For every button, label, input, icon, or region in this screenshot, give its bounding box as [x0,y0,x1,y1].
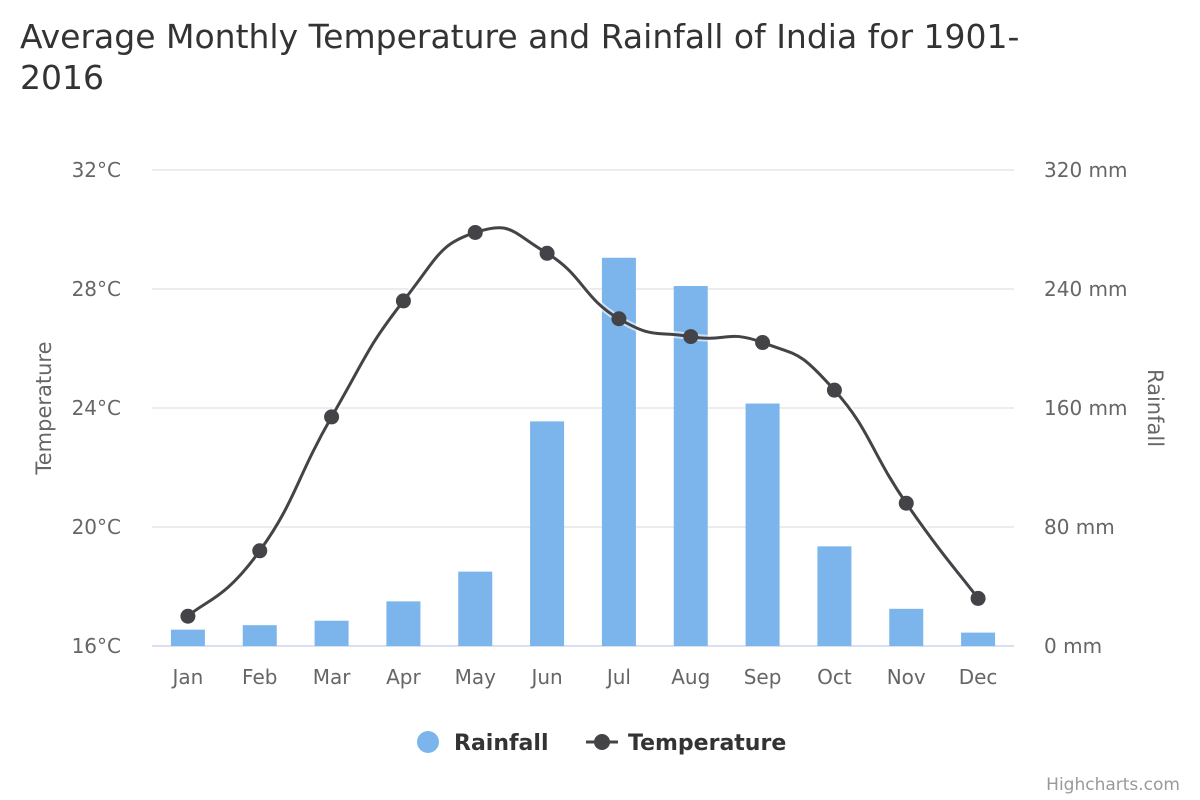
temperature-point[interactable] [324,409,340,425]
rainfall-bar[interactable] [530,421,565,646]
left-tick-label: 28°C [72,277,121,301]
right-tick-label: 80 mm [1044,515,1115,539]
left-axis-labels: 16°C 20°C 24°C 28°C 32°C [72,158,121,658]
rainfall-bar[interactable] [170,629,205,646]
temperature-series[interactable] [180,224,986,624]
temperature-line[interactable] [186,226,980,618]
x-tick-label: Sep [744,665,782,689]
chart-title-line-1: Average Monthly Temperature and Rainfall… [20,17,1019,56]
left-tick-label: 16°C [72,634,121,658]
rainfall-bar[interactable] [242,625,277,646]
temperature-point[interactable] [755,335,771,351]
temperature-point[interactable] [898,495,914,511]
x-tick-label: Jan [170,665,203,689]
temperature-point[interactable] [252,543,268,559]
chart-title: Average Monthly Temperature and Rainfall… [20,17,1019,97]
rainfall-bar[interactable] [961,632,996,646]
right-tick-label: 320 mm [1044,158,1128,182]
gridlines [152,169,1014,647]
temperature-point[interactable] [683,329,699,345]
rainfall-bar[interactable] [314,620,349,646]
right-tick-label: 0 mm [1044,634,1102,658]
rainfall-bar[interactable] [745,403,780,646]
chart-title-line-2: 2016 [20,58,104,97]
x-tick-label: May [455,665,497,689]
rainfall-bar[interactable] [817,546,852,646]
left-axis-title: Temperature [32,341,56,475]
x-tick-label: Dec [959,665,998,689]
right-axis-title: Rainfall [1143,369,1167,447]
x-axis-labels: Jan Feb Mar Apr May Jun Jul Aug Sep Oct Nov Dec [170,665,997,689]
x-tick-label: Nov [887,665,926,689]
rainfall-bar[interactable] [458,571,493,646]
credits-link[interactable]: Highcharts.com [1046,775,1180,795]
left-tick-label: 20°C [72,515,121,539]
temperature-point[interactable] [467,224,483,240]
rainfall-legend-icon [417,731,439,753]
rainfall-bar[interactable] [386,601,421,646]
x-tick-label: Oct [817,665,852,689]
x-tick-label: Apr [386,665,421,689]
x-tick-label: Aug [671,665,710,689]
right-tick-label: 160 mm [1044,396,1128,420]
rainfall-series[interactable] [170,257,996,646]
rainfall-bar[interactable] [673,286,708,646]
temperature-point[interactable] [395,293,411,309]
legend-label-temperature: Temperature [628,731,786,756]
legend: Rainfall Temperature [417,731,786,756]
x-tick-label: Jul [605,665,631,689]
temperature-point[interactable] [180,608,196,624]
left-tick-label: 24°C [72,396,121,420]
x-tick-label: Mar [313,665,352,689]
temperature-point[interactable] [970,590,986,606]
left-tick-label: 32°C [72,158,121,182]
legend-item-rainfall[interactable]: Rainfall [417,731,549,756]
rainfall-bar[interactable] [889,608,924,646]
legend-label-rainfall: Rainfall [454,731,549,756]
temperature-point[interactable] [826,382,842,398]
right-axis-labels: 0 mm 80 mm 160 mm 240 mm 320 mm [1044,158,1128,658]
temperature-legend-marker-icon [594,734,610,750]
temperature-point[interactable] [539,245,555,261]
x-tick-label: Feb [242,665,277,689]
right-tick-label: 240 mm [1044,277,1128,301]
temperature-point[interactable] [611,311,627,327]
legend-item-temperature[interactable]: Temperature [586,731,786,756]
x-tick-label: Jun [529,665,562,689]
